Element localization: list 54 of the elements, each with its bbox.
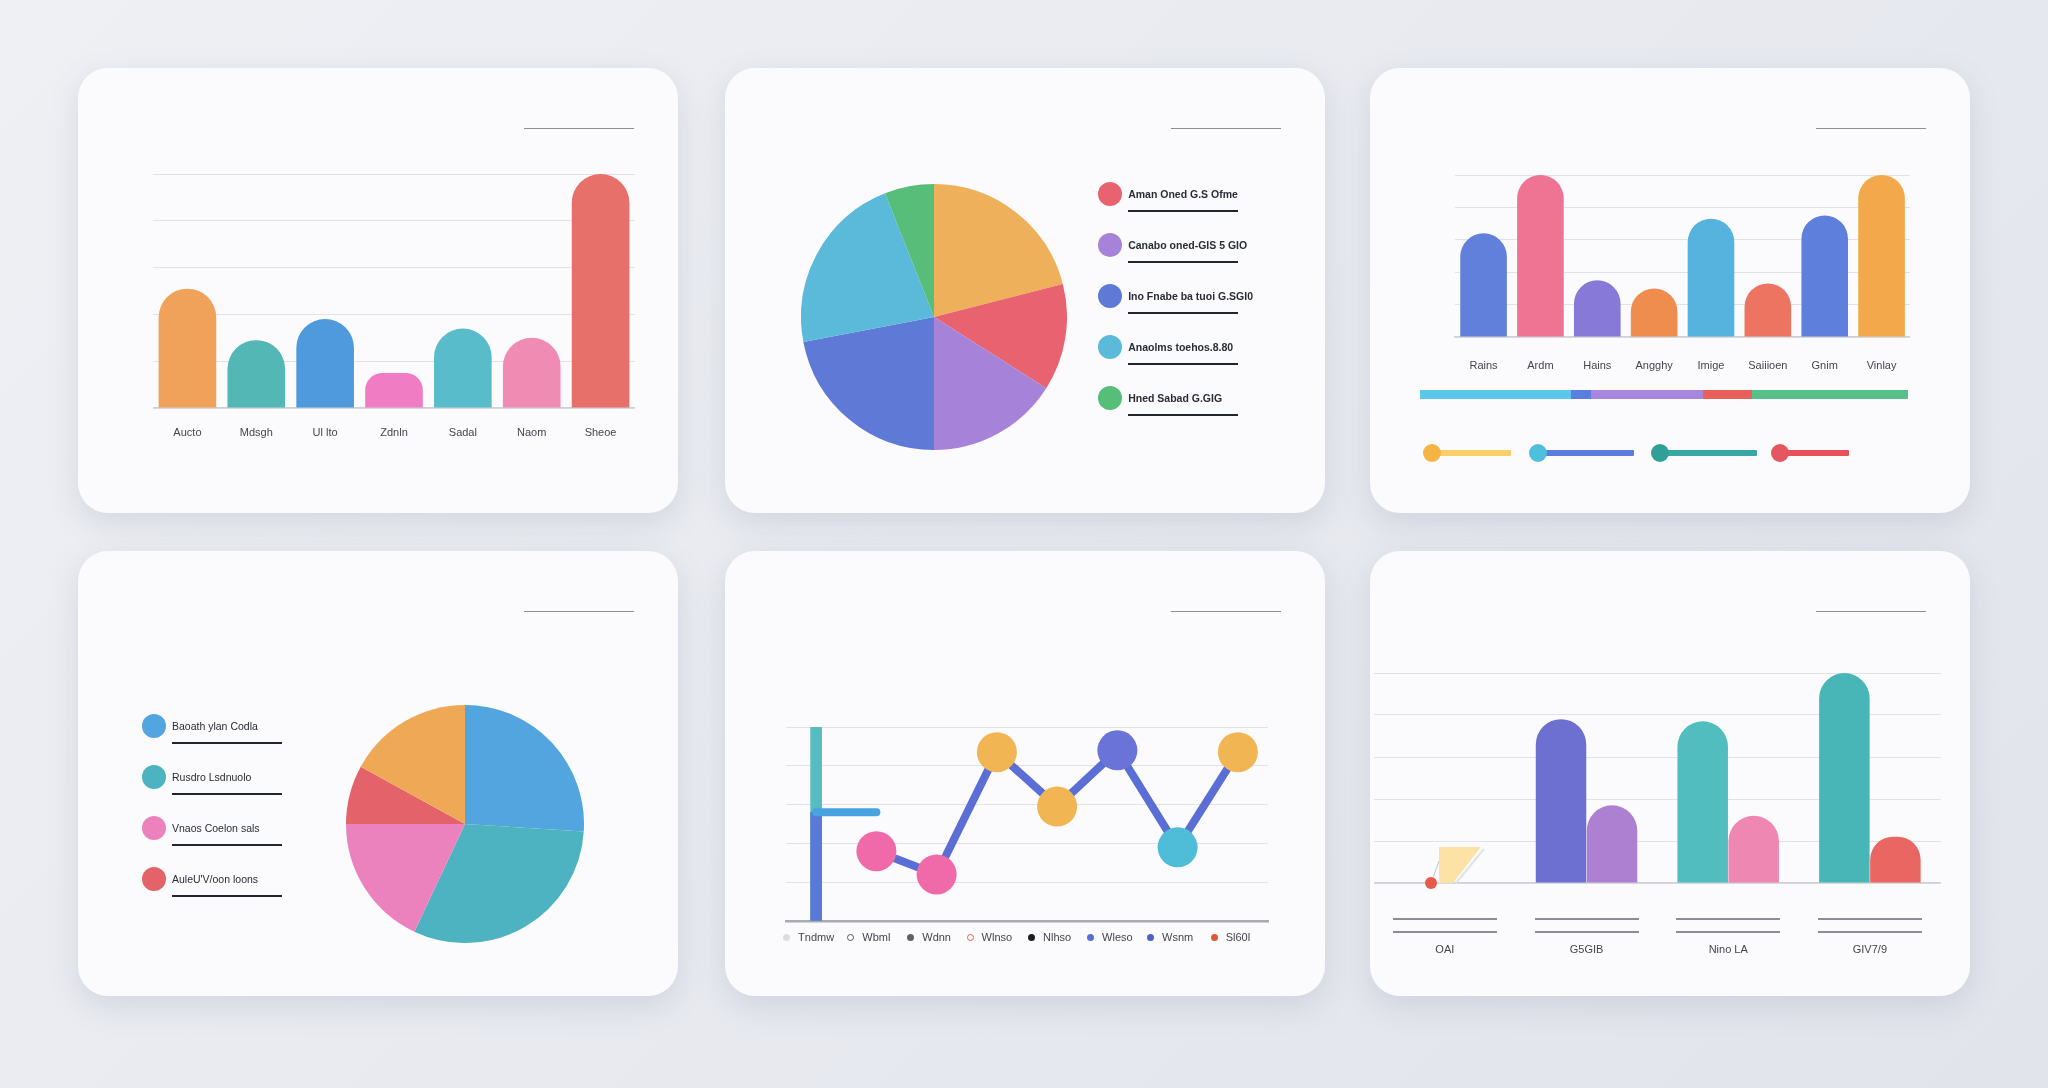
- x-tick-label: Nlhso: [1043, 930, 1072, 943]
- x-tick-label: Sl60l: [1225, 930, 1251, 943]
- x-tick-label: Angghy: [1635, 358, 1674, 371]
- bar: [1819, 673, 1870, 883]
- x-tick-label: Ul lto: [312, 425, 338, 438]
- x-tick-label: Vinlay: [1866, 358, 1897, 371]
- bar: [1687, 218, 1735, 337]
- x-tick-label: Aucto: [173, 425, 202, 438]
- x-tick-label: Gnim: [1811, 358, 1838, 371]
- x-tick-label: Sadal: [448, 425, 477, 438]
- x-tick-label: Nino LA: [1708, 942, 1749, 955]
- legend-label: Anaolms toehos.8.80: [1128, 339, 1235, 354]
- legend-label: AuleU'V/oon loons: [172, 872, 260, 886]
- x-tick-label: Rains: [1469, 358, 1499, 371]
- x-tick-label: Wleso: [1102, 930, 1133, 943]
- bar: [1858, 175, 1905, 337]
- x-tick-label: Naom: [517, 425, 547, 438]
- legend-label: Baoath ylan Codla: [172, 719, 259, 733]
- x-tick-label: Tndmw: [798, 930, 835, 943]
- bar: [1677, 721, 1728, 883]
- x-tick-label: Imige: [1697, 358, 1725, 371]
- x-tick-label: Sheoe: [584, 425, 617, 438]
- bar: [1535, 719, 1587, 883]
- legend-label: Hned Sabad G.GIG: [1128, 390, 1224, 405]
- x-tick-label: Wsnm: [1162, 930, 1194, 943]
- x-tick-label: Ardm: [1527, 358, 1554, 371]
- x-tick-label: Wlnso: [981, 930, 1013, 943]
- x-tick-label: Saiiioen: [1748, 358, 1788, 371]
- bar: [1460, 233, 1507, 337]
- x-tick-label: Wbml: [862, 930, 891, 943]
- legend-label: Vnaos Coelon sals: [172, 821, 261, 835]
- legend-label: Rusdro Lsdnuolo: [172, 770, 253, 784]
- x-tick-label: Zdnln: [380, 425, 408, 438]
- point: [916, 854, 957, 895]
- point: [1097, 730, 1138, 771]
- x-tick-label: Hains: [1583, 358, 1612, 371]
- bar: [1801, 215, 1849, 337]
- legend-label: Canabo oned-GIS 5 GIO: [1128, 237, 1248, 252]
- bar: [571, 174, 630, 408]
- point: [1217, 732, 1258, 773]
- point: [976, 732, 1017, 773]
- point: [1157, 827, 1198, 868]
- point: [1037, 786, 1078, 827]
- bar: [365, 372, 423, 408]
- x-tick-label: G5GIB: [1569, 942, 1604, 955]
- point: [856, 831, 897, 872]
- bar: [158, 288, 217, 408]
- legend-label: Ino Fnabe ba tuoi G.SGI0: [1128, 288, 1253, 303]
- x-tick-label: GIV7/9: [1852, 942, 1887, 955]
- bar: [1517, 175, 1564, 337]
- x-tick-label: Wdnn: [922, 930, 951, 943]
- x-tick-label: Mdsgh: [239, 425, 273, 438]
- x-tick-label: OAI: [1435, 942, 1455, 955]
- legend-label: Aman Oned G.S Ofme: [1128, 186, 1239, 201]
